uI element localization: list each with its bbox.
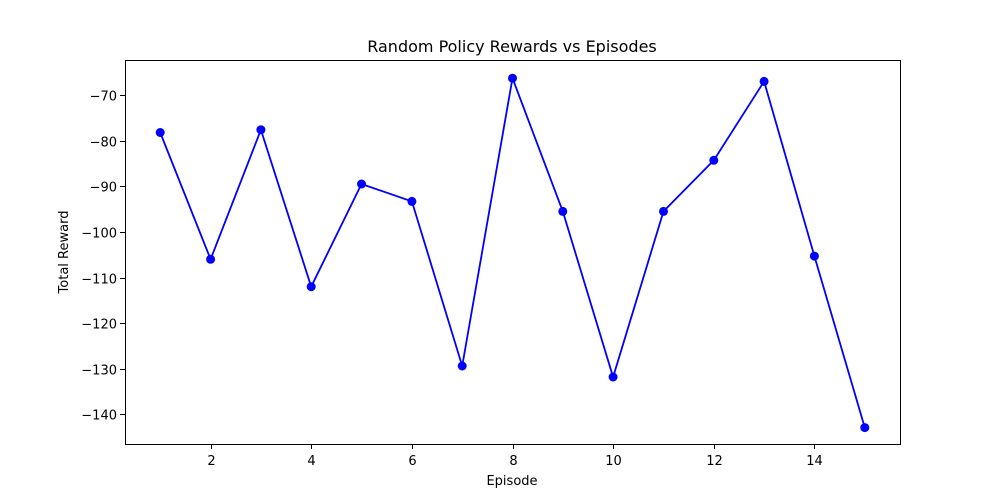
y-tick-label: −70 (90, 90, 117, 105)
x-tick-label: 2 (207, 454, 215, 469)
y-tick-label: −80 (90, 136, 117, 151)
y-tick-label: −100 (81, 227, 117, 242)
plot-frame (125, 60, 901, 445)
x-tick-label: 10 (605, 454, 622, 469)
data-point (457, 361, 467, 371)
y-tick-label: −90 (90, 181, 117, 196)
y-tick-label: −120 (81, 318, 117, 333)
x-axis-label: Episode (486, 474, 537, 489)
y-tick-label: −140 (81, 409, 117, 424)
x-tick-label: 8 (509, 454, 517, 469)
data-point (357, 179, 366, 189)
data-point (709, 155, 719, 165)
data-point (206, 254, 216, 264)
data-point (558, 206, 568, 216)
x-axis: 2 4 6 8 10 12 14 (207, 444, 823, 469)
x-tick-label: 6 (408, 454, 416, 469)
plot-area: 2 4 6 8 10 12 14 −70 −80 −90 −100 −110 −120 −130 −140 (81, 60, 901, 469)
data-point (860, 423, 870, 433)
data-point (659, 206, 668, 216)
x-tick-label: 14 (806, 454, 823, 469)
series-layer (155, 73, 870, 433)
data-point (809, 251, 819, 261)
y-axis-label: Total Reward (57, 211, 72, 295)
chart-title: Random Policy Rewards vs Episodes (367, 37, 657, 56)
x-tick-label: 4 (307, 454, 315, 469)
series-line (159, 74, 866, 428)
y-tick-label: −130 (81, 364, 117, 379)
data-point (508, 73, 517, 83)
data-point (256, 125, 266, 135)
data-point (759, 76, 769, 86)
x-tick-label: 12 (706, 454, 723, 469)
data-point (608, 372, 618, 382)
y-axis: −70 −80 −90 −100 −110 −120 −130 −140 (81, 90, 125, 424)
data-point (306, 282, 316, 292)
data-point (407, 196, 417, 206)
y-tick-label: −110 (81, 273, 117, 288)
data-point (155, 128, 165, 137)
